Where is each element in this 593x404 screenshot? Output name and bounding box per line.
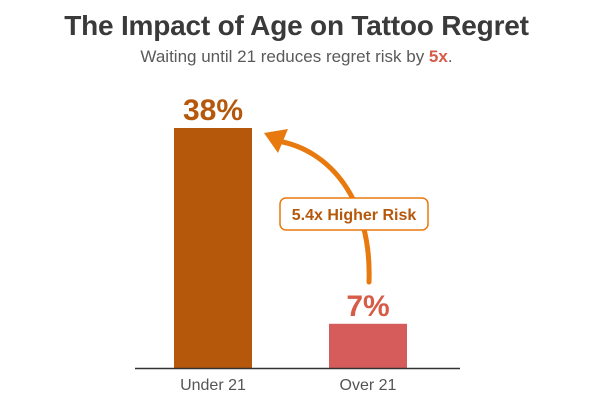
chart-subtitle: Waiting until 21 reduces regret risk by … xyxy=(0,47,593,67)
value-label-under-21: 38% xyxy=(183,94,243,127)
arrowhead xyxy=(264,129,288,153)
bar-under-21 xyxy=(174,128,252,368)
bar-over-21 xyxy=(329,323,407,368)
annotation-arrow xyxy=(275,138,372,285)
annotation-box xyxy=(279,197,429,231)
value-label-over-21: 7% xyxy=(346,290,389,323)
chart-title: The Impact of Age on Tattoo Regret xyxy=(64,10,529,41)
subtitle-period: . xyxy=(447,47,453,66)
tick-label-over-21: Over 21 xyxy=(340,377,397,394)
subtitle-text: Waiting until 21 reduces regret risk by xyxy=(140,47,429,66)
subtitle-highlight: 5x xyxy=(428,47,448,66)
annotation-label: 5.4x Higher Risk xyxy=(292,207,417,224)
tick-label-under-21: Under 21 xyxy=(180,377,246,394)
